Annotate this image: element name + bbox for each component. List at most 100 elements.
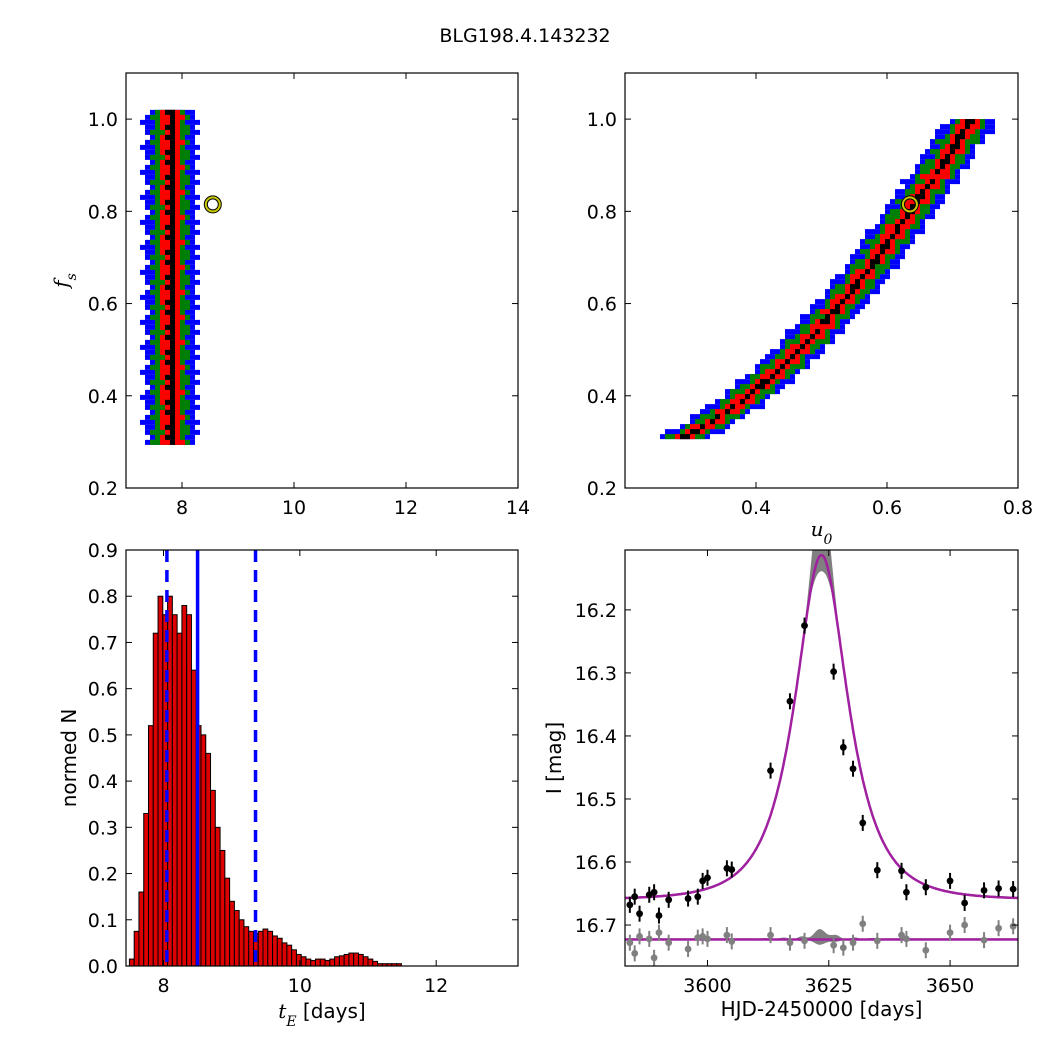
density-cell-black [830, 309, 840, 315]
density-cell-black [165, 109, 175, 115]
histogram-bar [190, 669, 197, 966]
histogram-bar [205, 752, 212, 966]
x-axis-label: HJD-2450000 [days] [721, 997, 923, 1021]
density-cell-black [170, 144, 175, 150]
y-axis-label: normed N [57, 709, 81, 808]
residual-point [665, 939, 673, 947]
density-cell-black [900, 219, 905, 225]
x-tick-label: 12 [424, 975, 448, 997]
density-cell-black [955, 134, 965, 140]
density-cell-black [905, 214, 910, 220]
density-cell-black [700, 424, 705, 430]
residual-point [946, 929, 954, 936]
density-cell-black [165, 399, 175, 405]
density-cell-black [165, 224, 175, 230]
data-point [839, 743, 847, 751]
density-cell-black [870, 259, 880, 265]
density-cell-black [875, 254, 880, 260]
histogram-bar [181, 604, 188, 966]
density-cell-black [165, 149, 175, 155]
density-cell-black [780, 364, 785, 370]
data-point [699, 877, 707, 885]
y-tick-label: 0.2 [587, 478, 617, 500]
x-tick-label: 10 [282, 497, 306, 519]
x-tick-label: 8 [176, 497, 188, 519]
density-cell-black [170, 314, 175, 320]
density-cell-black [820, 319, 830, 325]
panel-light-curve: 3600 3625 3650 16.2 16.3 16.4 16.5 16.6 16.7 I [… [542, 549, 1019, 1021]
residual-point [801, 937, 808, 945]
density-cell-black [945, 154, 950, 160]
density-cell-black [855, 279, 860, 285]
residual-point [903, 935, 910, 943]
figure-title: BLG198.4.143232 [439, 25, 610, 47]
histogram-bar [286, 944, 293, 966]
data-point [898, 867, 905, 875]
y-tick-label: 16.5 [575, 789, 617, 811]
data-point [655, 912, 663, 919]
residual-point [830, 941, 838, 949]
density-cell-black [810, 334, 815, 340]
density-cell-black [170, 414, 175, 420]
density-cell-black [825, 314, 830, 320]
histogram-bar [324, 959, 331, 966]
density-cell-black [170, 239, 175, 245]
residual-point [704, 935, 711, 943]
y-tick-label: 0.6 [587, 294, 617, 316]
density-cell-black [170, 294, 175, 300]
best-fit-marker [204, 196, 221, 213]
histogram-bar [396, 963, 402, 966]
data-point [636, 910, 643, 918]
histogram-bar [343, 953, 350, 966]
density-cell-black [170, 139, 175, 145]
histogram-bar [214, 826, 221, 966]
histogram-bar [334, 956, 340, 966]
best-fit-marker [901, 196, 918, 213]
density-cell-black [775, 369, 780, 375]
density-cell-black [860, 274, 865, 280]
plot-frame [125, 72, 519, 489]
residual-point [767, 931, 774, 939]
density-cell-black [770, 374, 775, 380]
data-point [694, 893, 702, 901]
histogram-bar [157, 595, 164, 966]
density-cell-black [165, 134, 175, 140]
density-cell-black [960, 129, 965, 135]
y-tick-label: 0.6 [88, 294, 118, 316]
residual-point [961, 921, 969, 929]
histogram-bar [329, 958, 336, 966]
data-point [626, 901, 634, 909]
density-cell-black [715, 414, 720, 420]
density-cell-black [935, 169, 940, 175]
density-cell-black [940, 164, 945, 170]
histogram-bar [143, 812, 149, 966]
density-cell-black [165, 424, 175, 430]
density-cell-black [165, 259, 175, 265]
histogram-bar [186, 614, 192, 966]
histogram-bar [367, 958, 374, 966]
data-point [830, 668, 838, 676]
y-tick-label: 0.4 [88, 771, 118, 793]
histogram-bar [243, 926, 250, 966]
y-tick-label: 16.4 [575, 726, 617, 748]
y-tick-label: 1.0 [587, 109, 617, 131]
x-tick-label: 3650 [926, 975, 974, 997]
y-tick-label: 0.8 [88, 586, 118, 608]
density-cell-black [170, 164, 175, 170]
y-axis-label: fs [49, 273, 80, 290]
density-cell-black [170, 279, 175, 285]
density-cell-black [165, 284, 175, 290]
residual-point [922, 946, 930, 954]
residual-point [839, 944, 847, 952]
y-tick-label: 16.2 [575, 600, 617, 622]
density-cell-black [170, 214, 175, 220]
density-cell-black [170, 364, 175, 370]
data-point [631, 893, 639, 901]
residual-point [1009, 922, 1017, 930]
density-cell-black [760, 379, 770, 385]
data-point [922, 883, 930, 891]
density-cell-black [165, 234, 175, 240]
histogram-bar [372, 960, 379, 966]
density-cell-black [165, 434, 175, 440]
data-point [650, 888, 658, 896]
